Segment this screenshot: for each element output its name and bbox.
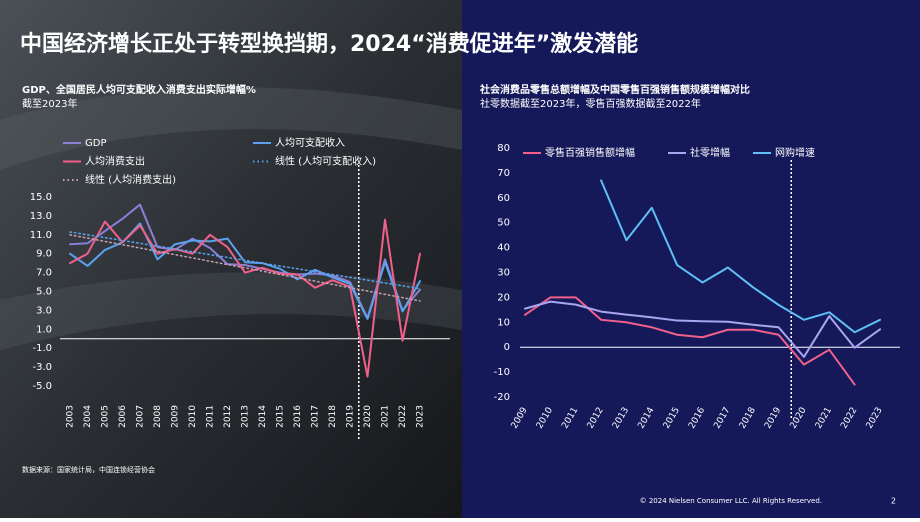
y-tick-label: 5.0 xyxy=(36,287,52,298)
y-tick-label: -1.0 xyxy=(32,343,52,354)
road xyxy=(0,272,462,350)
y-tick-label: 60 xyxy=(497,193,510,204)
legend-label: 社零增幅 xyxy=(690,146,730,159)
y-tick-label: 9.0 xyxy=(36,249,52,260)
chart-title: GDP、全国居民人均可支配收入消费支出实际增幅% xyxy=(22,83,256,96)
x-tick-label: 2003 xyxy=(66,405,76,428)
y-tick-label: 80 xyxy=(497,143,510,154)
x-tick-label: 2023 xyxy=(416,405,426,428)
y-tick-label: 40 xyxy=(497,243,510,254)
series-line xyxy=(524,300,881,358)
y-tick-label: 30 xyxy=(497,268,510,279)
x-tick-label: 2021 xyxy=(381,405,391,428)
photo-background xyxy=(0,0,462,518)
series-line xyxy=(69,231,421,290)
x-tick-label: 2005 xyxy=(101,405,111,428)
x-tick-label: 2004 xyxy=(83,405,93,428)
legend-label: 人均可支配收入 xyxy=(275,136,345,149)
y-tick-label: 70 xyxy=(497,168,510,179)
y-tick-label: -3.0 xyxy=(32,362,52,373)
x-tick-label: 2016 xyxy=(293,405,303,428)
y-tick-label: -5.0 xyxy=(32,381,52,392)
legend-label: 零售百强销售额增幅 xyxy=(545,146,635,159)
x-tick-label: 2012 xyxy=(223,405,233,428)
y-tick-label: 0 xyxy=(504,342,510,353)
x-tick-label: 2006 xyxy=(118,405,128,428)
x-tick-label: 2007 xyxy=(136,405,146,428)
y-tick-label: 1.0 xyxy=(36,324,52,335)
x-tick-label: 2014 xyxy=(258,405,268,428)
legend-label: 线性 (人均消费支出) xyxy=(85,173,176,186)
y-tick-label: 50 xyxy=(497,218,510,229)
x-tick-label: 2011 xyxy=(206,405,216,428)
legend-label: 网购增速 xyxy=(775,146,815,159)
x-tick-label: 2010 xyxy=(188,405,198,428)
navy-panel xyxy=(462,0,920,518)
x-tick-label: 2022 xyxy=(398,405,408,428)
y-tick-label: 10 xyxy=(497,317,510,328)
page-number: 2 xyxy=(891,497,896,506)
x-tick-label: 2020 xyxy=(363,405,373,428)
x-tick-label: 2018 xyxy=(328,405,338,428)
y-tick-label: 3.0 xyxy=(36,305,52,316)
legend-label: 人均消费支出 xyxy=(85,155,145,168)
slide-title: 中国经济增长正处于转型换挡期，2024“消费促进年”激发潜能 xyxy=(20,31,638,57)
x-tick-label: 2013 xyxy=(241,405,251,428)
y-tick-label: 15.0 xyxy=(30,192,52,203)
y-tick-label: 7.0 xyxy=(36,268,52,279)
x-tick-label: 2017 xyxy=(311,405,321,428)
y-tick-label: 11.0 xyxy=(30,230,52,241)
y-tick-label: -20 xyxy=(494,392,510,403)
series-line xyxy=(69,218,421,378)
x-tick-label: 2015 xyxy=(276,405,286,428)
chart-title: 社会消费品零售总额增幅及中国零售百强销售额规模增幅对比 xyxy=(479,83,750,96)
legend-label: GDP xyxy=(85,138,106,149)
x-tick-label: 2019 xyxy=(346,405,356,428)
series-line xyxy=(69,234,421,302)
y-tick-label: -10 xyxy=(494,367,510,378)
y-tick-label: 13.0 xyxy=(30,211,52,222)
copyright: © 2024 Nielsen Consumer LLC. All Rights … xyxy=(640,497,822,505)
y-tick-label: 20 xyxy=(497,292,510,303)
x-tick-label: 2008 xyxy=(153,405,163,428)
chart-subtitle: 社零数据截至2023年，零售百强数据截至2022年 xyxy=(480,97,701,110)
legend-label: 线性 (人均可支配收入) xyxy=(275,155,376,168)
source: 数据来源：国家统计局，中国连锁经营协会 xyxy=(22,465,155,474)
series-line xyxy=(524,296,856,386)
series-line xyxy=(600,179,881,334)
road xyxy=(0,87,462,170)
chart-subtitle: 截至2023年 xyxy=(22,97,77,110)
x-tick-label: 2009 xyxy=(171,405,181,428)
